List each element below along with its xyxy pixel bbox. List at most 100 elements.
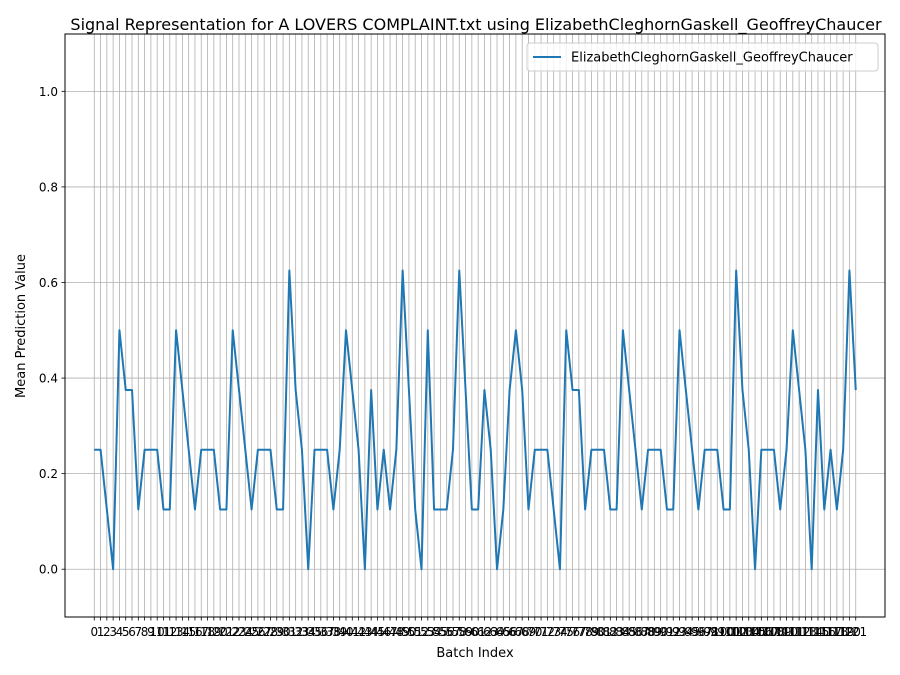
x-tick-label: 55 [433, 625, 448, 639]
y-tick-label: 1.0 [39, 85, 58, 99]
x-tick-label: 114 [800, 625, 823, 639]
x-tick-label: 11 [156, 625, 171, 639]
x-tick-label: 39 [332, 625, 347, 639]
x-tick-label: 40 [338, 625, 353, 639]
x-tick-label: 115 [807, 625, 830, 639]
y-tick-label: 0.2 [39, 467, 58, 481]
x-tick-label: 79 [584, 625, 599, 639]
x-tick-label: 12 [162, 625, 177, 639]
x-tick-label: 73 [546, 625, 561, 639]
x-tick-label: 52 [414, 625, 429, 639]
x-tick-label: 63 [483, 625, 498, 639]
x-tick-label: 24 [238, 625, 253, 639]
x-tick-label: 76 [565, 625, 580, 639]
x-tick-label: 18 [200, 625, 215, 639]
x-tick-label: 77 [571, 625, 586, 639]
x-tick-label: 93 [672, 625, 687, 639]
x-tick-label: 44 [364, 625, 379, 639]
x-tick-label: 104 [737, 625, 760, 639]
x-tick-label: 84 [615, 625, 630, 639]
y-tick-label: 0.0 [39, 563, 58, 577]
x-tick-label: 0 [90, 625, 98, 639]
x-tick-label: 69 [521, 625, 536, 639]
x-tick-label: 54 [426, 625, 441, 639]
x-tick-label: 48 [389, 625, 404, 639]
x-tick-label: 66 [502, 625, 517, 639]
x-tick-label: 47 [382, 625, 397, 639]
y-tick-label: 0.4 [39, 372, 58, 386]
x-tick-label: 58 [452, 625, 467, 639]
x-tick-label: 17 [194, 625, 209, 639]
x-axis-ticks: 0123456789101112131415161718192021222324… [90, 617, 867, 639]
x-tick-label: 103 [731, 625, 754, 639]
x-tick-label: 113 [794, 625, 817, 639]
x-tick-label: 38 [326, 625, 341, 639]
x-tick-label: 36 [313, 625, 328, 639]
x-tick-label: 23 [231, 625, 246, 639]
x-tick-label: 2 [103, 625, 111, 639]
x-tick-label: 14 [175, 625, 190, 639]
x-tick-label: 9 [147, 625, 155, 639]
x-tick-label: 25 [244, 625, 259, 639]
x-tick-label: 59 [458, 625, 473, 639]
x-tick-label: 92 [666, 625, 681, 639]
x-tick-label: 8 [141, 625, 149, 639]
x-tick-label: 5 [122, 625, 130, 639]
x-tick-label: 75 [559, 625, 574, 639]
x-tick-label: 6 [128, 625, 136, 639]
x-tick-label: 35 [307, 625, 322, 639]
x-tick-label: 42 [351, 625, 366, 639]
x-tick-label: 87 [634, 625, 649, 639]
x-tick-label: 108 [762, 625, 785, 639]
series-line [94, 269, 857, 571]
x-tick-label: 20 [212, 625, 227, 639]
x-tick-label: 15 [181, 625, 196, 639]
x-tick-label: 119 [832, 625, 855, 639]
x-tick-label: 97 [697, 625, 712, 639]
x-tick-label: 49 [395, 625, 410, 639]
x-tick-label: 27 [257, 625, 272, 639]
series-line-layer [94, 269, 857, 571]
x-tick-label: 3 [109, 625, 117, 639]
x-tick-label: 61 [471, 625, 486, 639]
x-tick-label: 32 [288, 625, 303, 639]
x-tick-label: 81 [596, 625, 611, 639]
x-tick-label: 99 [710, 625, 725, 639]
y-tick-label: 0.8 [39, 180, 58, 194]
x-tick-label: 112 [788, 625, 811, 639]
x-tick-label: 1 [97, 625, 105, 639]
x-tick-label: 80 [590, 625, 605, 639]
legend: ElizabethCleghornGaskell_GeoffreyChaucer [526, 42, 879, 72]
x-tick-label: 120 [838, 625, 861, 639]
x-tick-label: 121 [844, 625, 867, 639]
y-axis-ticks: 0.0 0.2 0.4 0.6 0.8 1.0 [39, 85, 65, 577]
grid [65, 34, 885, 617]
x-tick-label: 64 [489, 625, 504, 639]
x-tick-label: 45 [370, 625, 385, 639]
x-tick-label: 13 [168, 625, 183, 639]
x-tick-label: 7 [134, 625, 142, 639]
x-tick-label: 88 [640, 625, 655, 639]
x-tick-label: 21 [219, 625, 234, 639]
x-tick-label: 60 [464, 625, 479, 639]
x-tick-label: 67 [508, 625, 523, 639]
plot-frame [64, 33, 886, 618]
x-tick-label: 10 [150, 625, 165, 639]
x-tick-label: 110 [775, 625, 798, 639]
x-tick-label: 41 [345, 625, 360, 639]
x-tick-label: 98 [703, 625, 718, 639]
x-tick-label: 94 [678, 625, 693, 639]
x-tick-label: 71 [533, 625, 548, 639]
x-tick-label: 72 [540, 625, 555, 639]
x-tick-label: 65 [496, 625, 511, 639]
x-tick-label: 68 [515, 625, 530, 639]
chart-title: Signal Representation for A LOVERS COMPL… [70, 15, 882, 35]
x-tick-label: 117 [819, 625, 842, 639]
x-tick-label: 106 [750, 625, 773, 639]
x-tick-label: 46 [376, 625, 391, 639]
x-tick-label: 50 [401, 625, 416, 639]
x-tick-label: 102 [725, 625, 748, 639]
x-tick-label: 33 [294, 625, 309, 639]
